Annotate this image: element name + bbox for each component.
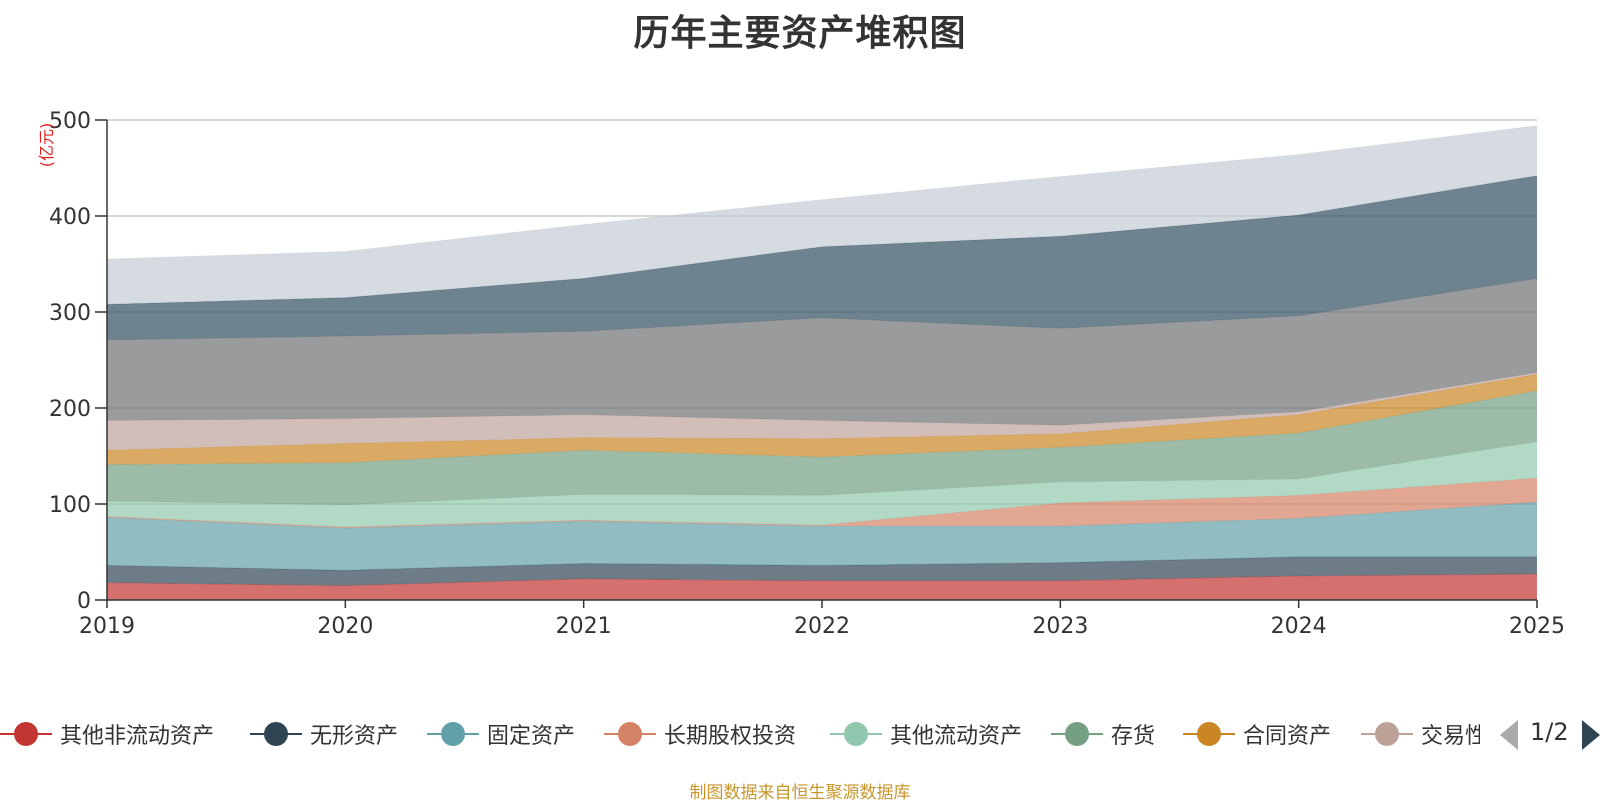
area-series-2[interactable]	[107, 502, 1537, 571]
legend-label: 无形资产	[310, 724, 399, 749]
legend-marker-icon	[1361, 719, 1413, 749]
legend: 其他非流动资产 无形资产 固定资产 长期股权投资 其他流动资产 存货 合同资产 交易性金融资产…	[0, 712, 1600, 756]
legend-marker-icon	[1051, 719, 1103, 749]
x-tick-label: 2023	[1032, 614, 1088, 639]
legend-item[interactable]: 交易性金融资产	[1361, 712, 1480, 756]
legend-label: 存货	[1111, 724, 1156, 749]
legend-label: 长期股权投资	[664, 724, 797, 749]
legend-item[interactable]: 其他非流动资产	[0, 712, 214, 756]
y-axis-label: (亿元)	[37, 123, 56, 168]
legend-items: 其他非流动资产 无形资产 固定资产 长期股权投资 其他流动资产 存货 合同资产 交易性金融资产	[0, 712, 1480, 756]
x-tick-label: 2019	[79, 614, 135, 639]
x-tick-label: 2024	[1271, 614, 1327, 639]
legend-marker-icon	[604, 719, 656, 749]
legend-marker-icon	[0, 719, 52, 749]
y-tick-label: 0	[77, 589, 91, 614]
chart-area: 0 100 200 300 400 500 2019 2020 2021 2022 2023 2024…	[37, 109, 1565, 639]
legend-item[interactable]: 无形资产	[250, 712, 398, 756]
series-layer	[106, 125, 1538, 600]
legend-item[interactable]: 合同资产	[1183, 712, 1331, 756]
y-tick-label: 100	[49, 493, 91, 518]
legend-item[interactable]: 固定资产	[427, 712, 575, 756]
y-tick-label: 500	[49, 109, 91, 134]
legend-marker-icon	[830, 719, 882, 749]
source-note: 制图数据来自恒生聚源数据库	[689, 783, 911, 803]
legend-label: 固定资产	[487, 724, 576, 749]
legend-marker-icon	[250, 719, 302, 749]
area-series-3[interactable]	[107, 478, 1537, 528]
legend-label: 其他流动资产	[890, 724, 1023, 749]
area-series-4[interactable]	[107, 441, 1537, 527]
area-series-9[interactable]	[107, 175, 1537, 340]
area-series-edge-10	[106, 125, 1538, 260]
legend-item[interactable]: 存货	[1051, 712, 1155, 756]
axis-layer: 0 100 200 300 400 500 2019 2020 2021 2022 2023 2024…	[49, 109, 1565, 639]
legend-label: 合同资产	[1243, 724, 1332, 749]
area-series-8[interactable]	[107, 278, 1537, 426]
legend-marker-icon	[1183, 719, 1235, 749]
legend-page-indicator: 1/2	[1530, 718, 1569, 746]
x-tick-label: 2021	[556, 614, 612, 639]
legend-next-arrow-icon[interactable]	[1582, 720, 1600, 750]
area-series-0[interactable]	[107, 574, 1537, 600]
area-series-5[interactable]	[107, 390, 1537, 505]
x-tick-label: 2025	[1509, 614, 1565, 639]
area-series-10[interactable]	[107, 125, 1537, 305]
x-tick-label: 2022	[794, 614, 850, 639]
legend-item[interactable]: 其他流动资产	[830, 712, 1022, 756]
y-tick-label: 300	[49, 301, 91, 326]
area-series-6[interactable]	[107, 374, 1537, 465]
y-tick-label: 400	[49, 205, 91, 230]
x-tick-label: 2020	[317, 614, 373, 639]
legend-prev-arrow-icon[interactable]	[1500, 720, 1518, 750]
legend-label: 其他非流动资产	[60, 724, 215, 749]
legend-marker-icon	[427, 719, 479, 749]
area-series-7[interactable]	[107, 372, 1537, 451]
chart-title: 历年主要资产堆积图	[633, 13, 967, 54]
area-series-1[interactable]	[107, 556, 1537, 586]
legend-item[interactable]: 长期股权投资	[604, 712, 796, 756]
legend-label: 交易性金融资产	[1421, 724, 1480, 749]
y-tick-label: 200	[49, 397, 91, 422]
